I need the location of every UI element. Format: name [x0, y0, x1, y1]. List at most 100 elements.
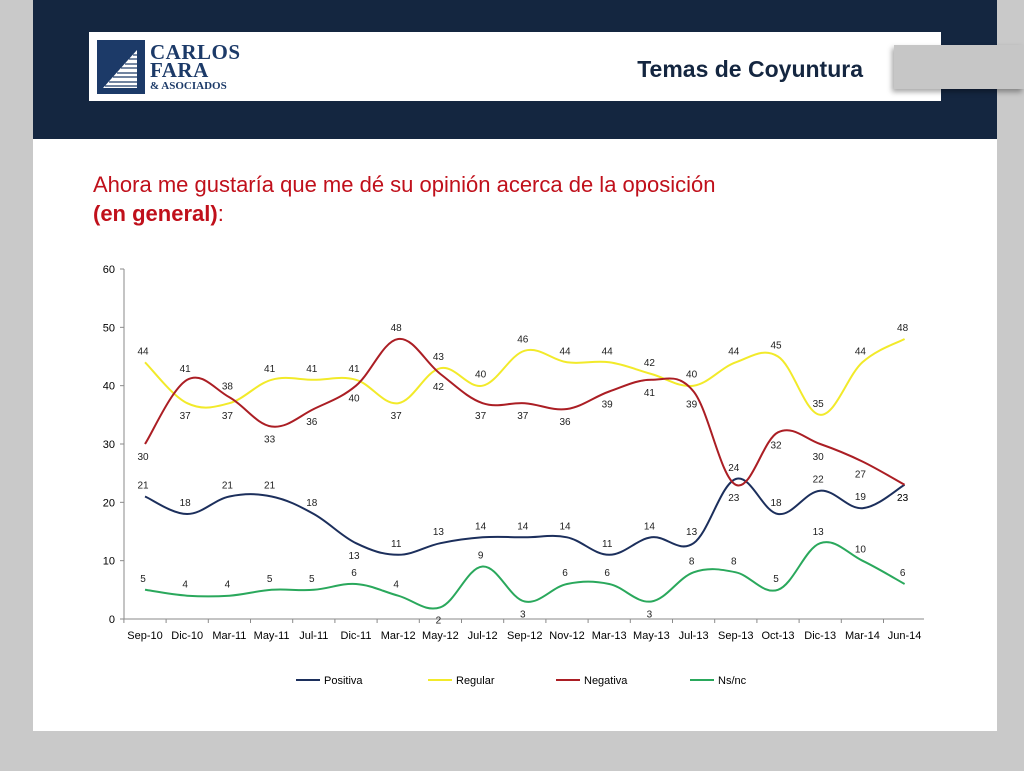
x-tick-label: Jul-12 [468, 630, 498, 642]
data-label-ns-nc: 8 [731, 556, 737, 567]
x-tick-label: Oct-13 [761, 630, 794, 642]
data-label-positiva: 13 [686, 527, 698, 538]
data-label-negativa: 40 [348, 394, 360, 405]
data-label-ns-nc: 5 [309, 574, 315, 585]
data-label-regular: 40 [475, 370, 487, 381]
data-label-regular: 44 [559, 346, 571, 357]
y-tick-label: 30 [103, 439, 115, 451]
data-label-positiva: 14 [517, 521, 529, 532]
data-label-positiva: 18 [306, 498, 318, 509]
data-label-positiva: 21 [137, 481, 149, 492]
data-label-negativa: 36 [306, 417, 318, 428]
data-label-regular: 44 [728, 346, 740, 357]
x-tick-label: Dic-10 [171, 630, 203, 642]
chart-legend: Positiva Regular Negativa Ns/nc [296, 675, 747, 687]
data-label-negativa: 39 [686, 400, 698, 411]
data-label-ns-nc: 3 [647, 610, 653, 621]
x-tick-label: Jun-14 [888, 630, 922, 642]
data-label-positiva: 13 [348, 551, 360, 562]
data-label-negativa: 33 [264, 435, 276, 446]
x-tick-label: Jul-13 [679, 630, 709, 642]
x-tick-label: Mar-11 [212, 630, 246, 642]
data-label-regular: 41 [306, 364, 318, 375]
data-label-negativa: 48 [391, 323, 403, 334]
data-label-positiva: 14 [644, 521, 656, 532]
legend-label-positiva: Positiva [324, 675, 363, 687]
logo-name-line3: & ASOCIADOS [150, 80, 227, 92]
question-main: Ahora me gustaría que me dé su opinión a… [93, 172, 716, 197]
y-tick-label: 60 [103, 264, 115, 276]
question-bold: (en general) [93, 201, 218, 226]
data-label-ns-nc: 4 [225, 580, 231, 591]
data-label-positiva: 19 [855, 492, 867, 503]
data-label-regular: 42 [644, 358, 656, 369]
data-label-negativa: 23 [728, 493, 740, 504]
chart-series [144, 337, 906, 610]
data-label-positiva: 21 [222, 481, 234, 492]
tab-decoration [894, 45, 1024, 89]
data-label-negativa: 38 [222, 381, 234, 392]
logo-mark-icon [97, 40, 145, 94]
x-tick-label: Mar-13 [592, 630, 627, 642]
data-label-regular: 37 [391, 411, 403, 422]
x-tick-label: Mar-14 [845, 630, 880, 642]
x-tick-label: Dic-13 [804, 630, 836, 642]
data-label-regular: 46 [517, 335, 529, 346]
x-tick-label: Jul-11 [299, 630, 328, 642]
data-label-ns-nc: 5 [140, 574, 146, 585]
data-label-ns-nc: 5 [267, 574, 273, 585]
x-tick-label: Dic-11 [341, 630, 372, 642]
series-line-positiva [144, 477, 906, 556]
data-label-positiva: 11 [391, 539, 402, 550]
legend-label-negativa: Negativa [584, 675, 628, 687]
data-label-ns-nc: 5 [773, 574, 779, 585]
y-tick-label: 20 [103, 497, 115, 509]
data-label-regular: 40 [686, 370, 698, 381]
data-label-positiva: 18 [770, 498, 782, 509]
data-label-negativa: 27 [855, 470, 867, 481]
data-label-positiva: 24 [728, 463, 740, 474]
series-line-regular [144, 338, 906, 416]
data-label-negativa: 23 [897, 493, 909, 504]
x-tick-label: May-11 [254, 630, 290, 642]
data-label-positiva: 18 [180, 498, 192, 509]
data-label-positiva: 13 [433, 527, 445, 538]
data-label-ns-nc: 8 [689, 556, 695, 567]
data-label-regular: 44 [855, 346, 867, 357]
data-label-negativa: 37 [517, 411, 529, 422]
data-label-positiva: 22 [813, 475, 825, 486]
x-tick-label: Mar-12 [381, 630, 416, 642]
data-label-ns-nc: 6 [604, 568, 610, 579]
data-label-regular: 41 [264, 364, 276, 375]
data-label-regular: 37 [222, 411, 234, 422]
data-label-positiva: 14 [559, 521, 571, 532]
logo-name-line1: CARLOS [150, 40, 241, 64]
data-label-regular: 44 [602, 346, 614, 357]
question-suffix: : [217, 201, 224, 226]
data-label-negativa: 42 [433, 382, 445, 393]
data-label-negativa: 36 [559, 417, 571, 428]
series-line-ns-nc [144, 541, 906, 610]
data-label-regular: 44 [137, 346, 149, 357]
legend-label-regular: Regular [456, 675, 495, 687]
series-line-negativa [144, 337, 906, 487]
data-label-regular: 41 [348, 364, 360, 375]
x-tick-label: Sep-13 [718, 630, 753, 642]
data-label-ns-nc: 2 [436, 615, 442, 626]
data-label-ns-nc: 10 [855, 545, 867, 556]
data-label-ns-nc: 4 [182, 580, 188, 591]
data-label-ns-nc: 9 [478, 551, 484, 562]
data-label-negativa: 41 [180, 364, 192, 375]
data-label-ns-nc: 6 [900, 568, 906, 579]
data-label-ns-nc: 13 [813, 527, 825, 538]
data-label-negativa: 37 [475, 411, 487, 422]
data-label-regular: 37 [180, 411, 192, 422]
question-text: Ahora me gustaría que me dé su opinión a… [93, 170, 893, 228]
data-label-regular: 35 [813, 399, 825, 410]
legend-label-ns-nc: Ns/nc [718, 675, 747, 687]
y-tick-label: 40 [103, 381, 115, 393]
y-tick-label: 0 [109, 614, 115, 626]
data-label-regular: 45 [770, 341, 782, 352]
